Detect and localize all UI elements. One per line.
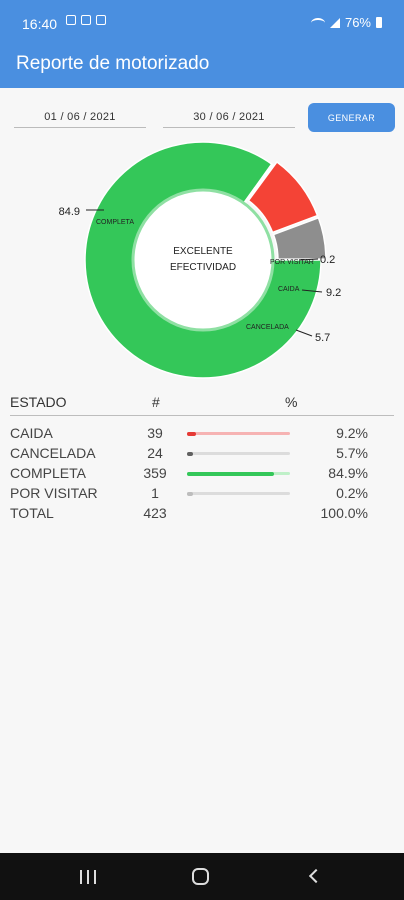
- table-header: ESTADO # %: [0, 393, 404, 415]
- recent-apps-icon[interactable]: [80, 870, 96, 884]
- row-progress-bar: [187, 471, 290, 476]
- table-row-total: TOTAL 423 100.0%: [0, 504, 404, 524]
- wifi-icon: [310, 17, 325, 28]
- status-right: 76%: [310, 15, 382, 30]
- row-state: COMPLETA: [10, 465, 86, 481]
- row-count: 1: [151, 485, 159, 501]
- progress-fill: [187, 491, 194, 496]
- header-percent: %: [285, 394, 298, 410]
- back-icon[interactable]: [308, 868, 324, 884]
- progress-fill: [187, 471, 275, 476]
- signal-icon: [329, 17, 340, 28]
- status-bar: 16:40 76%: [0, 0, 404, 44]
- battery-percent: 76%: [344, 15, 371, 30]
- slice-value-label: 5.7: [315, 332, 330, 344]
- file-icon: [81, 15, 91, 25]
- table-row: POR VISITAR 1 0.2%: [0, 484, 404, 504]
- slice-cancelada: [272, 216, 327, 260]
- slice-caida: [247, 160, 319, 234]
- row-progress-bar: [187, 491, 290, 496]
- row-percent: 0.2%: [336, 485, 368, 501]
- header-state: ESTADO: [10, 394, 67, 410]
- battery-icon: [376, 17, 382, 28]
- row-percent: 9.2%: [336, 425, 368, 441]
- row-percent: 84.9%: [328, 465, 368, 481]
- center-label-line1: EXCELENTE: [173, 246, 233, 257]
- slice-leader-line: [299, 258, 319, 261]
- total-label: TOTAL: [10, 505, 54, 521]
- total-count: 423: [143, 505, 167, 521]
- page-title: Reporte de motorizado: [16, 53, 210, 74]
- row-state: POR VISITAR: [10, 485, 98, 501]
- slice-label: COMPLETA: [96, 219, 134, 226]
- donut-chart: EXCELENTE EFECTIVIDAD COMPLETA 84.9 POR VI…: [59, 141, 341, 379]
- slice-label: CAIDA: [278, 286, 300, 293]
- row-count: 24: [147, 445, 163, 461]
- row-count: 359: [143, 465, 167, 481]
- progress-fill: [187, 451, 194, 456]
- header-count: #: [152, 394, 160, 410]
- navigation-bar: [0, 853, 404, 900]
- table-row: CANCELADA 24 5.7%: [0, 444, 404, 464]
- slice-leader-line: [301, 289, 323, 293]
- slice-value-label: 84.9: [59, 206, 80, 218]
- gallery-icon: [66, 15, 76, 25]
- slice-leader-line: [295, 329, 313, 337]
- notification-icons: [66, 15, 106, 25]
- row-percent: 5.7%: [336, 445, 368, 461]
- table-row: CAIDA 39 9.2%: [0, 424, 404, 444]
- status-time: 16:40: [22, 16, 58, 32]
- app-bar: Reporte de motorizado: [0, 44, 404, 88]
- center-label-line2: EFECTIVIDAD: [170, 262, 236, 273]
- slice-label: POR VISITAR: [270, 259, 314, 266]
- slice-label: CANCELADA: [246, 324, 289, 331]
- row-count: 39: [147, 425, 163, 441]
- table-divider: [10, 415, 394, 416]
- slice-value-label: 0.2: [320, 254, 335, 266]
- date-to-field[interactable]: 30 / 06 / 2021: [163, 108, 295, 128]
- table-row: COMPLETA 359 84.9%: [0, 464, 404, 484]
- row-state: CAIDA: [10, 425, 53, 441]
- row-progress-bar: [187, 451, 290, 456]
- date-from-field[interactable]: 01 / 06 / 2021: [14, 108, 146, 128]
- row-progress-bar: [187, 431, 290, 436]
- laptop-icon: [96, 15, 106, 25]
- generate-button[interactable]: GENERAR: [308, 103, 395, 132]
- slice-value-label: 9.2: [326, 287, 341, 299]
- progress-fill: [187, 431, 197, 436]
- total-percent: 100.0%: [320, 505, 368, 521]
- donut-hole: [131, 188, 275, 332]
- home-icon[interactable]: [192, 868, 209, 885]
- row-state: CANCELADA: [10, 445, 96, 461]
